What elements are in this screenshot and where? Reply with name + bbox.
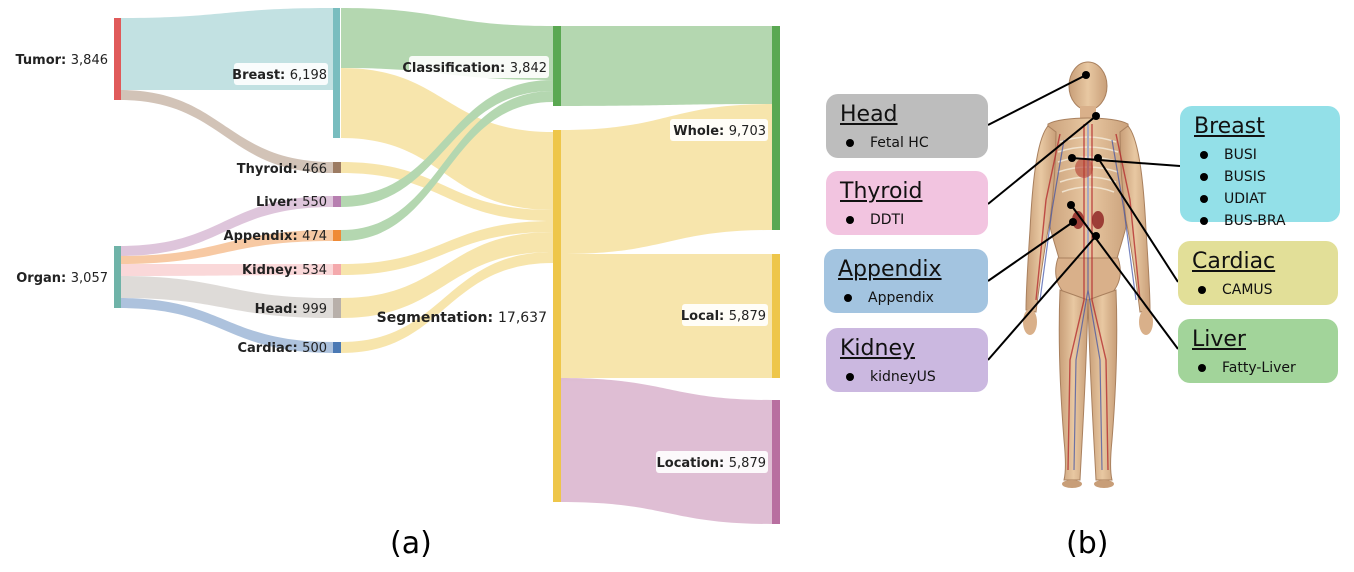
- card-cardiac: Cardiac CAMUS: [1178, 241, 1338, 305]
- link-kidney-segmentation: [341, 221, 553, 275]
- node-classification: [553, 26, 561, 106]
- node-whole: [772, 26, 780, 230]
- label-bg-breast: [234, 63, 328, 85]
- link-organ-appendix: [119, 230, 333, 264]
- node-kidney: [333, 264, 341, 275]
- card-breast-item: BUS-BRA: [1194, 210, 1326, 232]
- card-appendix-title: Appendix: [838, 257, 942, 282]
- line-breast: [1071, 157, 1181, 167]
- card-breast-item: UDIAT: [1194, 188, 1326, 210]
- card-breast-item: BUSIS: [1194, 166, 1326, 188]
- node-breast: [333, 8, 340, 138]
- node-organ: [114, 246, 121, 308]
- sankey-labels: Tumor: 3,846 Organ: 3,057 Breast: 6,198 …: [15, 53, 768, 473]
- label-classification: Classification: 3,842: [402, 61, 547, 76]
- sankey-nodes: [114, 8, 780, 524]
- card-breast: Breast BUSI BUSIS UDIAT BUS-BRA: [1180, 106, 1340, 229]
- label-bg-location: [656, 451, 768, 473]
- connector-dots: [1067, 71, 1102, 240]
- label-bg-whole: [670, 119, 768, 141]
- node-tumor: [114, 18, 121, 100]
- link-breast-segmentation: [341, 68, 553, 210]
- label-location: Location: 5,879: [656, 456, 766, 471]
- card-liver-title: Liver: [1192, 327, 1246, 352]
- card-appendix-item: Appendix: [838, 287, 974, 309]
- link-organ-liver: [119, 196, 333, 256]
- label-appendix: Appendix: 474: [224, 229, 327, 244]
- card-cardiac-item: CAMUS: [1192, 279, 1324, 301]
- connector-lines: [987, 74, 1181, 361]
- link-segmentation-whole: [561, 104, 772, 254]
- link-tumor-thyroid: [119, 90, 333, 173]
- label-whole: Whole: 9,703: [673, 124, 766, 139]
- sankey-diagram: Tumor: 3,846 Organ: 3,057 Breast: 6,198 …: [15, 8, 780, 524]
- link-head-segmentation: [341, 232, 553, 318]
- line-liver: [1070, 204, 1179, 350]
- link-appendix-classification: [341, 91, 553, 241]
- line-kidney: [987, 235, 1097, 361]
- node-location: [772, 400, 780, 524]
- node-head: [333, 298, 341, 318]
- link-classification-whole: [561, 26, 772, 106]
- link-organ-cardiac: [119, 298, 333, 353]
- node-segmentation: [553, 130, 561, 502]
- card-kidney: Kidney kidneyUS: [826, 328, 988, 392]
- card-cardiac-title: Cardiac: [1192, 249, 1276, 274]
- link-organ-head: [119, 276, 333, 318]
- card-head-item: Fetal HC: [840, 132, 974, 154]
- label-segmentation: Segmentation: 17,637: [377, 310, 547, 326]
- card-thyroid-title: Thyroid: [840, 179, 923, 204]
- card-kidney-item: kidneyUS: [840, 366, 974, 388]
- node-thyroid: [333, 162, 341, 173]
- link-thyroid-segmentation: [341, 162, 553, 221]
- card-liver-item: Fatty-Liver: [1192, 357, 1324, 379]
- line-thyroid: [987, 115, 1097, 205]
- link-cardiac-segmentation: [341, 252, 553, 353]
- label-tumor: Tumor: 3,846: [15, 53, 108, 68]
- card-kidney-title: Kidney: [840, 336, 916, 361]
- label-breast: Breast: 6,198: [232, 68, 327, 83]
- card-appendix: Appendix Appendix: [824, 249, 988, 313]
- card-thyroid-item: DDTI: [840, 209, 974, 231]
- label-organ: Organ: 3,057: [16, 271, 108, 286]
- panel-a-label: (a): [390, 526, 432, 561]
- link-liver-classification: [341, 80, 553, 207]
- human-body-illustration: [1023, 61, 1153, 488]
- label-kidney: Kidney: 534: [242, 263, 327, 278]
- link-organ-kidney: [119, 264, 333, 276]
- panel-b-label: (b): [1066, 526, 1109, 561]
- node-local: [772, 254, 780, 378]
- card-head: Head Fetal HC: [826, 94, 988, 158]
- card-liver: Liver Fatty-Liver: [1178, 319, 1338, 383]
- label-head: Head: 999: [255, 302, 327, 317]
- card-head-title: Head: [840, 102, 898, 127]
- card-thyroid: Thyroid DDTI: [826, 171, 988, 235]
- label-bg-classification: [409, 56, 549, 78]
- node-liver: [333, 196, 341, 207]
- line-appendix: [987, 221, 1074, 282]
- sankey-links: [119, 8, 772, 524]
- label-bg-local: [682, 304, 768, 326]
- label-liver: Liver: 550: [256, 195, 327, 210]
- label-local: Local: 5,879: [681, 309, 766, 324]
- node-cardiac: [333, 342, 341, 353]
- card-breast-item: BUSI: [1194, 144, 1326, 166]
- label-thyroid: Thyroid: 466: [237, 162, 327, 177]
- line-head: [987, 74, 1087, 126]
- card-breast-title: Breast: [1194, 114, 1265, 139]
- line-cardiac: [1097, 157, 1179, 283]
- label-cardiac: Cardiac: 500: [237, 341, 327, 356]
- node-appendix: [333, 230, 341, 241]
- link-segmentation-local: [561, 254, 772, 378]
